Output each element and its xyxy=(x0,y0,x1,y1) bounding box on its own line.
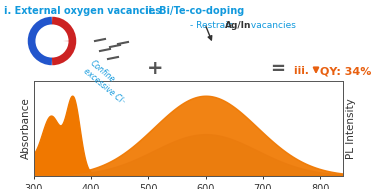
Y-axis label: PL Intensity: PL Intensity xyxy=(346,98,356,159)
Text: +: + xyxy=(147,60,163,78)
Text: - Restrain: - Restrain xyxy=(190,21,236,30)
Text: i. External oxygen vacancies: i. External oxygen vacancies xyxy=(4,6,161,16)
Text: ii. Bi/Te-co-doping: ii. Bi/Te-co-doping xyxy=(146,6,245,16)
Text: Confine
excessive Cl⁻: Confine excessive Cl⁻ xyxy=(82,59,134,107)
Text: iii.: iii. xyxy=(294,66,313,76)
Text: =: = xyxy=(271,60,285,78)
Text: Ag/In: Ag/In xyxy=(225,21,251,30)
Text: vacancies: vacancies xyxy=(248,21,296,30)
Y-axis label: Absorbance: Absorbance xyxy=(21,98,31,159)
Text: QY: 34%: QY: 34% xyxy=(320,66,371,76)
